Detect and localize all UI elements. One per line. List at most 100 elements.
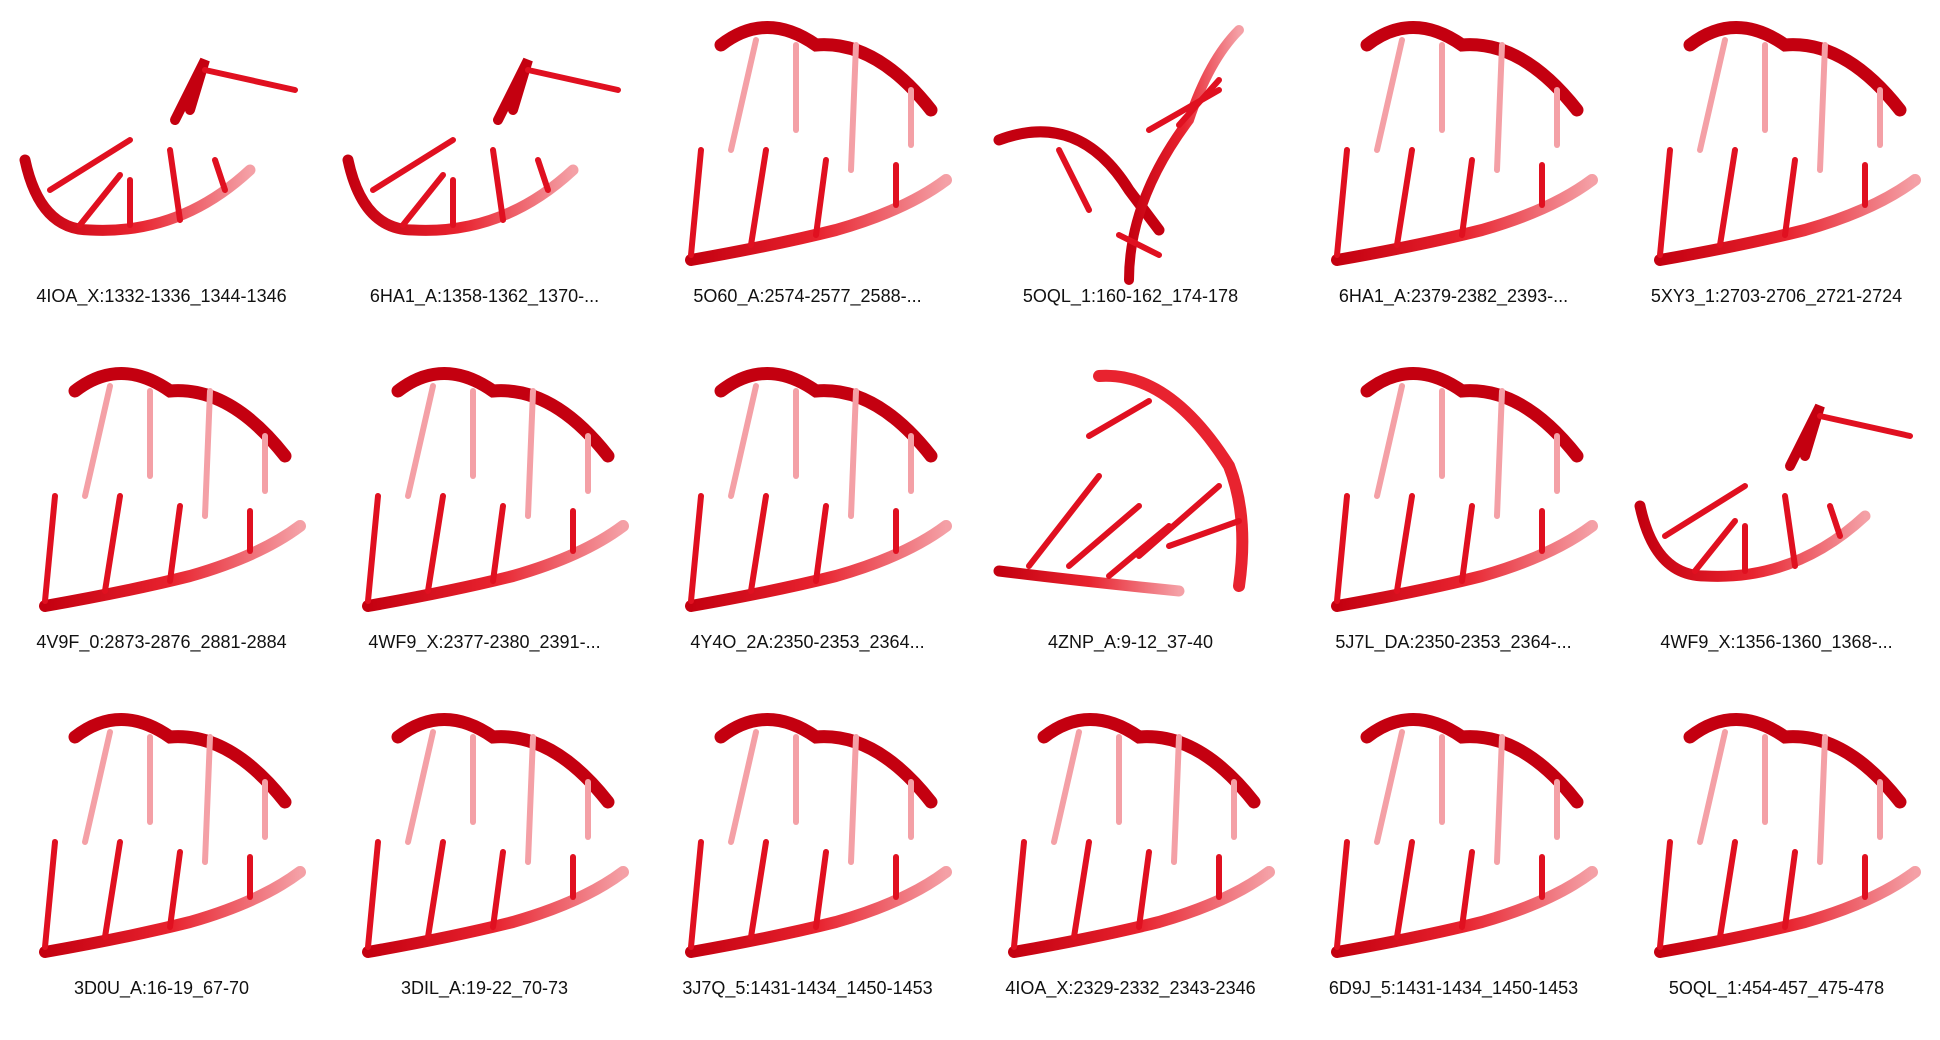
base-pair-rung [1497,45,1502,170]
panel-label: 4Y4O_2A:2350-2353_2364... [646,632,969,653]
base-pair-rung [170,852,180,927]
structure-panel: 6HA1_A:2379-2382_2393-... [1292,0,1615,346]
structure-3d-view [0,692,323,982]
backbone-top [498,60,528,120]
base-pair-rung [403,175,443,225]
structure-panel: 5XY3_1:2703-2706_2721-2724 [1615,0,1938,346]
base-pair-rung [816,852,826,927]
base-pair-rung [85,732,110,842]
base-pair-rung [493,506,503,581]
panel-label: 3J7Q_5:1431-1434_1450-1453 [646,978,969,999]
base-pair-rung [1497,737,1502,862]
base-pair-rung [1830,506,1840,536]
backbone-top [1790,406,1820,466]
panel-label: 4IOA_X:2329-2332_2343-2346 [969,978,1292,999]
base-pair-rung [408,732,433,842]
base-pair-rung [170,150,180,220]
base-pair-rung [1139,852,1149,927]
base-pair-rung [205,70,295,90]
base-pair-rung [1700,40,1725,150]
structure-panel: 4WF9_X:2377-2380_2391-... [323,346,646,692]
base-pair-rung [1462,506,1472,581]
base-pair-rung [493,150,503,220]
panel-label: 4ZNP_A:9-12_37-40 [969,632,1292,653]
structure-panel: 4IOA_X:2329-2332_2343-2346 [969,692,1292,1038]
base-pair-rung [1820,45,1825,170]
base-pair-rung [1665,486,1745,536]
base-pair-rung [1660,150,1670,255]
base-pair-rung [851,737,856,862]
structure-3d-view [1615,0,1938,290]
panel-label: 5XY3_1:2703-2706_2721-2724 [1615,286,1938,307]
structure-3d-view [323,0,646,290]
structure-3d-view [1292,0,1615,290]
base-pair-rung [1377,40,1402,150]
structure-3d-view [969,0,1292,290]
structure-panel: 4Y4O_2A:2350-2353_2364... [646,346,969,692]
structure-panel: 5OQL_1:454-457_475-478 [1615,692,1938,1038]
base-pair-rung [1169,521,1239,546]
structure-panel: 4WF9_X:1356-1360_1368-... [1615,346,1938,692]
base-pair-rung [1820,416,1910,436]
base-pair-rung [373,140,453,190]
base-pair-rung [1820,737,1825,862]
base-pair-rung [751,842,766,937]
base-pair-rung [1397,842,1412,937]
backbone-right [1129,30,1239,280]
base-pair-rung [731,732,756,842]
base-pair-rung [1119,235,1159,255]
structure-3d-view [969,346,1292,636]
structure-3d-view [0,346,323,636]
base-pair-rung [408,386,433,496]
base-pair-rung [851,391,856,516]
base-pair-rung [50,140,130,190]
base-pair-rung [1397,496,1412,591]
base-pair-rung [85,386,110,496]
base-pair-rung [528,391,533,516]
structure-3d-view [1615,346,1938,636]
base-pair-rung [816,160,826,235]
structure-panel: 5J7L_DA:2350-2353_2364-... [1292,346,1615,692]
structure-panel: 5OQL_1:160-162_174-178 [969,0,1292,346]
base-pair-rung [1660,842,1670,947]
panel-label: 4WF9_X:1356-1360_1368-... [1615,632,1938,653]
panel-label: 5OQL_1:160-162_174-178 [969,286,1292,307]
base-pair-rung [80,175,120,225]
structure-panel: 4V9F_0:2873-2876_2881-2884 [0,346,323,692]
base-pair-rung [1785,160,1795,235]
base-pair-rung [751,150,766,245]
base-pair-rung [1785,852,1795,927]
base-pair-rung [45,496,55,601]
panel-label: 4V9F_0:2873-2876_2881-2884 [0,632,323,653]
base-pair-rung [493,852,503,927]
base-pair-rung [1337,842,1347,947]
base-pair-rung [691,150,701,255]
panel-label: 4IOA_X:1332-1336_1344-1346 [0,286,323,307]
base-pair-rung [428,496,443,591]
structure-3d-view [646,346,969,636]
backbone-right [1099,376,1242,586]
structure-panel: 4ZNP_A:9-12_37-40 [969,346,1292,692]
base-pair-rung [368,496,378,601]
base-pair-rung [751,496,766,591]
structure-3d-view [646,692,969,982]
base-pair-rung [1089,401,1149,436]
structure-3d-view [1292,346,1615,636]
panel-label: 5J7L_DA:2350-2353_2364-... [1292,632,1615,653]
base-pair-rung [1785,496,1795,566]
structure-panel: 5O60_A:2574-2577_2588-... [646,0,969,346]
structure-3d-view [1292,692,1615,982]
base-pair-rung [170,506,180,581]
base-pair-rung [1054,732,1079,842]
base-pair-rung [1377,732,1402,842]
base-pair-rung [1720,842,1735,937]
panel-label: 4WF9_X:2377-2380_2391-... [323,632,646,653]
base-pair-rung [368,842,378,947]
base-pair-rung [1059,150,1089,210]
structure-3d-view [969,692,1292,982]
base-pair-rung [1700,732,1725,842]
base-pair-rung [105,842,120,937]
base-pair-rung [538,160,548,190]
structure-3d-view [646,0,969,290]
base-pair-rung [1074,842,1089,937]
